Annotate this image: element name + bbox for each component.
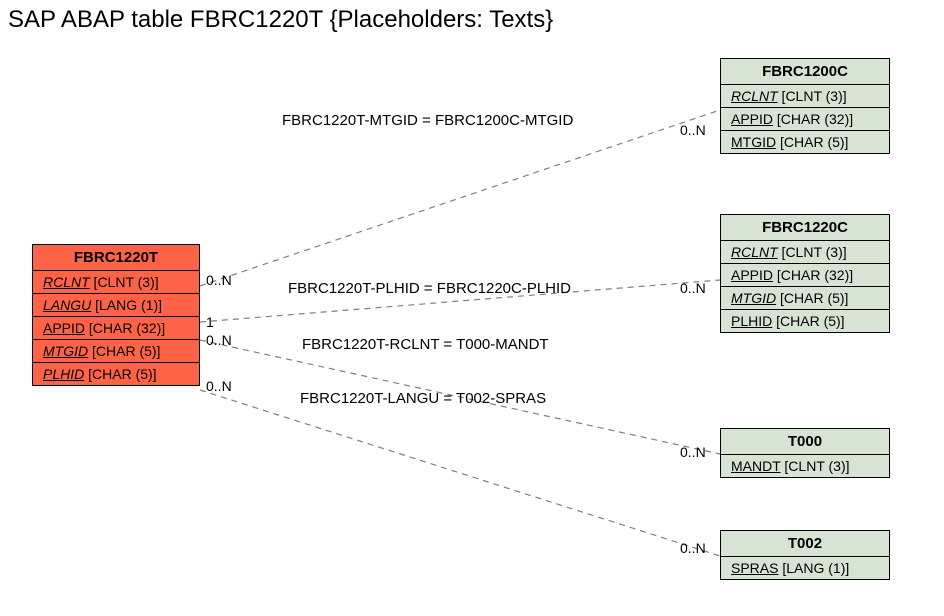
relation-label: FBRC1220T-LANGU = T002-SPRAS: [300, 390, 546, 407]
relation-label: FBRC1220T-MTGID = FBRC1200C-MTGID: [282, 112, 573, 129]
cardinality-target: 0..N: [680, 122, 706, 138]
entity-fbrc1200c: FBRC1200CRCLNT [CLNT (3)]APPID [CHAR (32…: [720, 58, 890, 154]
entity-header: FBRC1220T: [33, 245, 199, 271]
cardinality-target: 0..N: [680, 280, 706, 296]
cardinality-source: 0..N: [206, 332, 232, 348]
page-title: SAP ABAP table FBRC1220T {Placeholders: …: [8, 6, 553, 34]
entity-field: PLHID [CHAR (5)]: [721, 310, 889, 332]
cardinality-source: 0..N: [206, 378, 232, 394]
entity-field: APPID [CHAR (32)]: [721, 108, 889, 131]
entity-field: MTGID [CHAR (5)]: [721, 287, 889, 310]
entity-field: RCLNT [CLNT (3)]: [33, 271, 199, 294]
entity-field: RCLNT [CLNT (3)]: [721, 85, 889, 108]
entity-t000: T000MANDT [CLNT (3)]: [720, 428, 890, 478]
entity-header: FBRC1200C: [721, 59, 889, 85]
entity-fbrc1220t: FBRC1220TRCLNT [CLNT (3)]LANGU [LANG (1)…: [32, 244, 200, 386]
entity-field: MTGID [CHAR (5)]: [721, 131, 889, 153]
entity-field: LANGU [LANG (1)]: [33, 294, 199, 317]
entity-field: APPID [CHAR (32)]: [33, 317, 199, 340]
relation-label: FBRC1220T-RCLNT = T000-MANDT: [302, 336, 549, 353]
entity-field: PLHID [CHAR (5)]: [33, 363, 199, 385]
cardinality-source: 1: [206, 314, 214, 330]
cardinality-target: 0..N: [680, 540, 706, 556]
entity-header: T002: [721, 531, 889, 557]
relation-label: FBRC1220T-PLHID = FBRC1220C-PLHID: [288, 280, 571, 297]
entity-field: MANDT [CLNT (3)]: [721, 455, 889, 477]
entity-header: FBRC1220C: [721, 215, 889, 241]
entity-t002: T002SPRAS [LANG (1)]: [720, 530, 890, 580]
entity-fbrc1220c: FBRC1220CRCLNT [CLNT (3)]APPID [CHAR (32…: [720, 214, 890, 333]
entity-field: RCLNT [CLNT (3)]: [721, 241, 889, 264]
entity-field: MTGID [CHAR (5)]: [33, 340, 199, 363]
entity-header: T000: [721, 429, 889, 455]
cardinality-source: 0..N: [206, 272, 232, 288]
cardinality-target: 0..N: [680, 444, 706, 460]
entity-field: SPRAS [LANG (1)]: [721, 557, 889, 579]
entity-field: APPID [CHAR (32)]: [721, 264, 889, 287]
